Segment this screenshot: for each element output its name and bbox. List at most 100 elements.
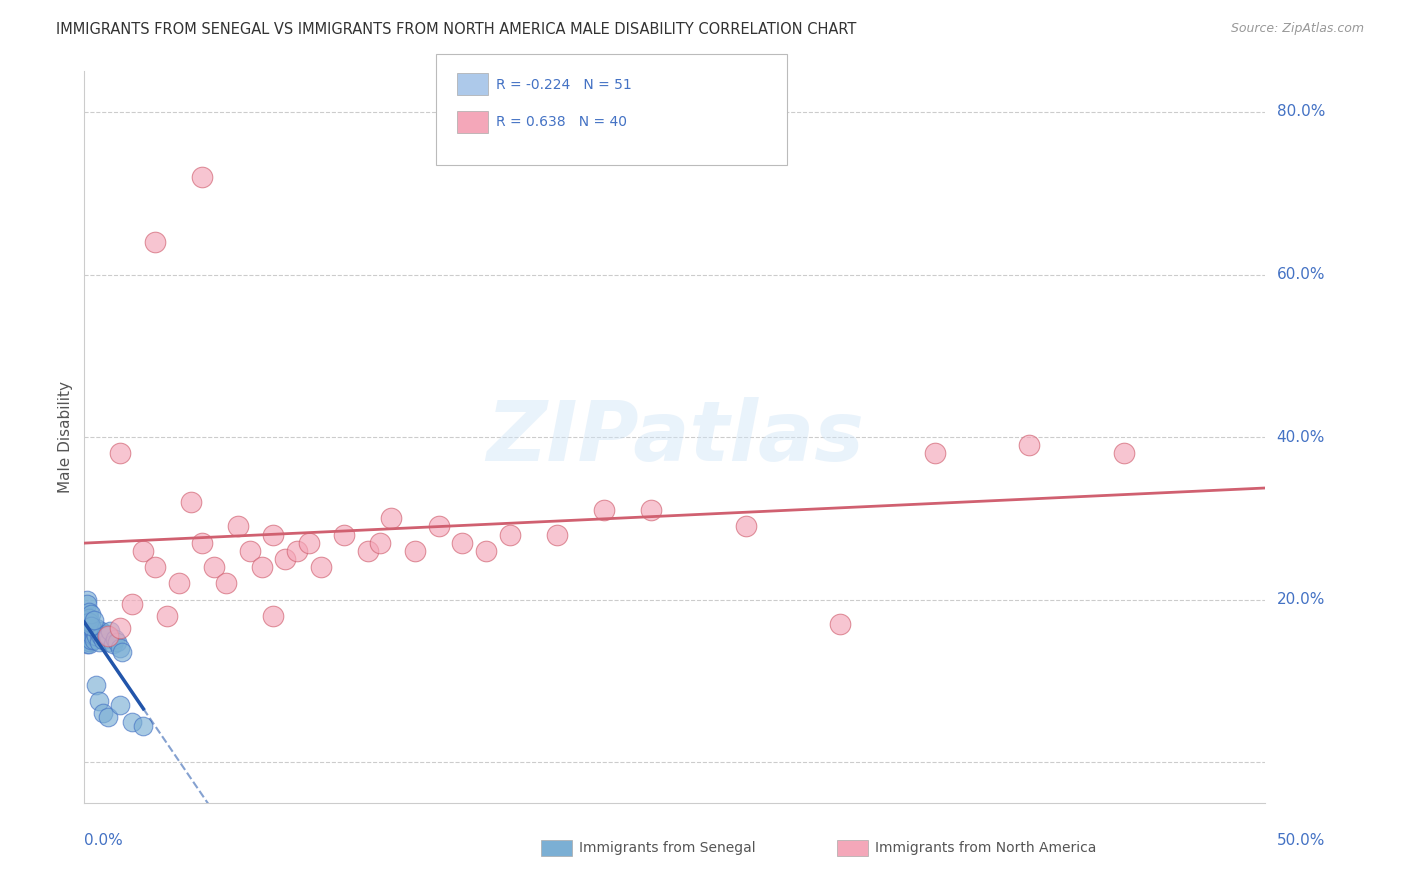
Point <box>451 535 474 549</box>
Point <box>91 706 114 721</box>
Point <box>108 621 131 635</box>
Point <box>734 519 756 533</box>
Point <box>77 629 100 643</box>
Text: Immigrants from Senegal: Immigrants from Senegal <box>579 841 756 855</box>
Point <box>80 607 103 622</box>
Point <box>104 632 127 646</box>
Point <box>84 629 107 643</box>
Point <box>98 624 121 638</box>
Point <box>97 710 120 724</box>
Point <box>76 629 98 643</box>
Point <box>143 560 166 574</box>
Text: 40.0%: 40.0% <box>1277 430 1324 444</box>
Text: ZIPatlas: ZIPatlas <box>486 397 863 477</box>
Point <box>101 637 124 651</box>
Point <box>333 527 356 541</box>
Point <box>97 629 120 643</box>
Point <box>262 608 284 623</box>
Point <box>298 535 321 549</box>
Point <box>1112 446 1135 460</box>
Point <box>285 544 308 558</box>
Point <box>83 629 105 643</box>
Point <box>83 613 105 627</box>
Point <box>274 552 297 566</box>
Point <box>180 495 202 509</box>
Point <box>250 560 273 574</box>
Point <box>111 645 134 659</box>
Point <box>77 617 100 632</box>
Point <box>191 169 214 184</box>
Point <box>156 608 179 623</box>
Point <box>132 718 155 732</box>
Text: 0.0%: 0.0% <box>84 833 124 848</box>
Point <box>90 629 112 643</box>
Point <box>239 544 262 558</box>
Point <box>84 621 107 635</box>
Point <box>77 632 100 646</box>
Point <box>76 625 98 640</box>
Text: Immigrants from North America: Immigrants from North America <box>875 841 1095 855</box>
Point <box>309 560 332 574</box>
Y-axis label: Male Disability: Male Disability <box>58 381 73 493</box>
Text: 20.0%: 20.0% <box>1277 592 1324 607</box>
Point <box>262 527 284 541</box>
Point <box>640 503 662 517</box>
Point <box>87 694 110 708</box>
Point <box>90 624 112 638</box>
Point <box>215 576 238 591</box>
Text: Source: ZipAtlas.com: Source: ZipAtlas.com <box>1230 22 1364 36</box>
Text: 80.0%: 80.0% <box>1277 104 1324 120</box>
Point <box>498 527 520 541</box>
Point <box>80 621 103 635</box>
Point <box>87 626 110 640</box>
Point <box>77 605 100 619</box>
Point <box>404 544 426 558</box>
Point <box>121 597 143 611</box>
Text: 60.0%: 60.0% <box>1277 267 1324 282</box>
Point <box>94 626 117 640</box>
Point <box>80 625 103 640</box>
Point <box>830 617 852 632</box>
Text: R = -0.224   N = 51: R = -0.224 N = 51 <box>496 78 633 92</box>
Point <box>77 615 100 630</box>
Point <box>80 629 103 643</box>
Point <box>97 635 120 649</box>
Point <box>593 503 616 517</box>
Point <box>80 626 103 640</box>
Point <box>924 446 946 460</box>
Point <box>83 625 105 640</box>
Point <box>80 633 103 648</box>
Point <box>87 635 110 649</box>
Point <box>132 544 155 558</box>
Point <box>91 633 114 648</box>
Point <box>97 629 120 643</box>
Text: 50.0%: 50.0% <box>1277 833 1324 848</box>
Point <box>121 714 143 729</box>
Point <box>108 446 131 460</box>
Point <box>107 635 129 649</box>
Point <box>76 597 98 611</box>
Point <box>84 678 107 692</box>
Point <box>475 544 498 558</box>
Point <box>191 535 214 549</box>
Point <box>77 624 100 638</box>
Point <box>368 535 391 549</box>
Text: IMMIGRANTS FROM SENEGAL VS IMMIGRANTS FROM NORTH AMERICA MALE DISABILITY CORRELA: IMMIGRANTS FROM SENEGAL VS IMMIGRANTS FR… <box>56 22 856 37</box>
Point <box>83 633 105 648</box>
Point <box>76 592 98 607</box>
Point <box>77 635 100 649</box>
Point <box>1018 438 1040 452</box>
Point <box>357 544 380 558</box>
Point <box>76 637 98 651</box>
Point <box>77 637 100 651</box>
Point <box>380 511 402 525</box>
Point <box>108 698 131 713</box>
Point <box>108 641 131 656</box>
Point <box>77 626 100 640</box>
Point <box>77 610 100 624</box>
Text: R = 0.638   N = 40: R = 0.638 N = 40 <box>496 115 627 129</box>
Point <box>202 560 225 574</box>
Point <box>80 618 103 632</box>
Point <box>427 519 450 533</box>
Point <box>226 519 249 533</box>
